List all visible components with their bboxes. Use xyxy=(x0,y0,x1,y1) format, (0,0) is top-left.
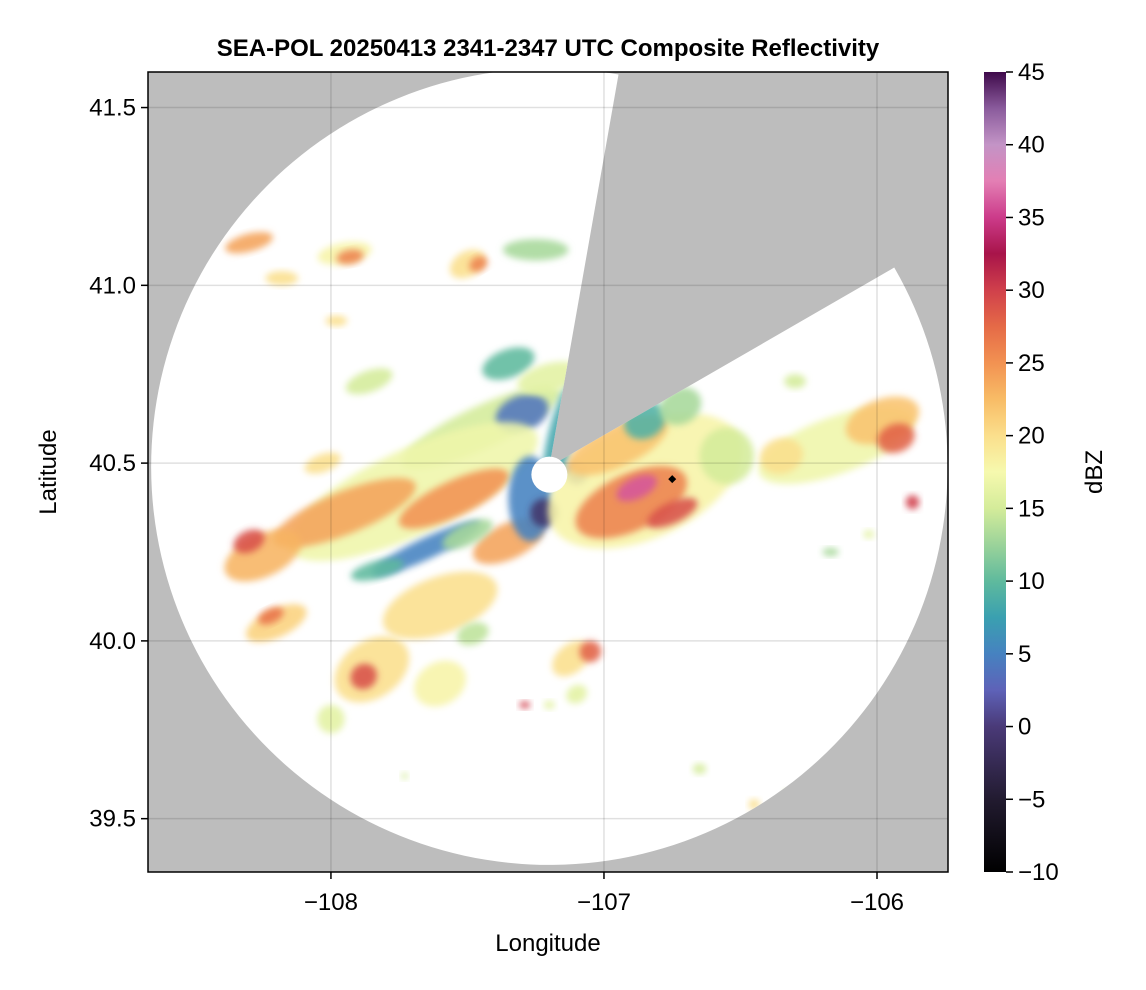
echo-cell xyxy=(543,700,555,710)
echo-cell xyxy=(759,437,804,475)
colorbar-tick-label: 35 xyxy=(1018,204,1045,231)
colorbar-label: dBZ xyxy=(1081,450,1108,494)
echo-cell xyxy=(382,571,498,640)
colorbar-tick-label: 30 xyxy=(1018,277,1045,304)
echo-cell xyxy=(692,763,707,775)
echo-cell xyxy=(414,660,467,707)
echo-cell xyxy=(863,529,875,539)
x-tick-label: −107 xyxy=(577,889,631,916)
y-tick-label: 40.5 xyxy=(89,450,136,477)
echo-cell xyxy=(336,249,364,265)
plot-area xyxy=(148,72,948,872)
y-tick-label: 39.5 xyxy=(89,806,136,833)
colorbar-tick-label: 45 xyxy=(1018,59,1045,86)
echo-cell xyxy=(905,495,920,510)
x-axis-label: Longitude xyxy=(495,930,600,957)
echo-cell xyxy=(225,231,273,254)
echo-cell xyxy=(699,427,755,485)
echo-cell xyxy=(325,315,348,327)
echo-cell xyxy=(566,684,588,704)
echo-cell xyxy=(233,529,265,554)
echo-cell xyxy=(519,701,531,709)
y-tick-label: 41.5 xyxy=(89,95,136,122)
echo-cell xyxy=(246,604,307,643)
echo-cell xyxy=(647,497,698,528)
y-tick-label: 40.0 xyxy=(89,628,136,655)
echo-cell xyxy=(579,640,602,663)
echo-cell xyxy=(273,478,416,548)
grid-lines xyxy=(148,72,948,872)
echo-cell xyxy=(304,452,341,474)
colorbar-tick-label: −10 xyxy=(1018,859,1059,886)
radar-center-gap xyxy=(531,456,568,493)
colorbar: −10 −5 0 5 10 15 20 25 30 35 40 45 dBZ xyxy=(984,59,1108,886)
colorbar-ticks: −10 −5 0 5 10 15 20 25 30 35 40 45 xyxy=(1006,59,1059,886)
plot-frame xyxy=(147,71,949,873)
echo-cell xyxy=(442,519,493,550)
echo-cell xyxy=(877,423,915,454)
echo-cell xyxy=(469,256,488,272)
y-axis-label: Latitude xyxy=(35,429,62,514)
colorbar-tick-label: 20 xyxy=(1018,423,1045,450)
x-axis: −108 −107 −106 xyxy=(304,872,904,916)
echo-cell xyxy=(398,468,509,529)
colorbar-tick-label: 15 xyxy=(1018,495,1045,522)
x-tick-label: −108 xyxy=(304,889,358,916)
echo-cell xyxy=(616,474,658,502)
echo-cell xyxy=(350,663,377,690)
echo-cell xyxy=(502,239,569,261)
x-tick-label: −106 xyxy=(850,889,904,916)
colorbar-tick-label: 10 xyxy=(1018,568,1045,595)
echo-cell xyxy=(265,271,299,286)
colorbar-scale xyxy=(984,72,1006,872)
colorbar-tick-label: 0 xyxy=(1018,714,1031,741)
echo-cell xyxy=(575,466,688,539)
echo-cell xyxy=(457,622,489,646)
echo-cell xyxy=(317,704,345,734)
reflectivity-echoes xyxy=(224,231,920,810)
colorbar-tick-label: −5 xyxy=(1018,786,1045,813)
y-tick-label: 41.0 xyxy=(89,272,136,299)
y-axis: 39.5 40.0 40.5 41.0 41.5 xyxy=(89,95,148,833)
site-marker xyxy=(668,475,677,484)
echo-cell xyxy=(401,772,408,780)
echo-cell xyxy=(258,607,284,625)
echo-cell xyxy=(482,347,535,380)
echo-cell xyxy=(345,368,393,395)
echo-cell xyxy=(822,547,839,557)
echo-cell xyxy=(784,374,807,389)
colorbar-tick-label: 5 xyxy=(1018,641,1031,668)
chart-title: SEA-POL 20250413 2341-2347 UTC Composite… xyxy=(217,35,880,62)
colorbar-tick-label: 40 xyxy=(1018,132,1045,159)
echo-cell xyxy=(350,558,404,581)
colorbar-tick-label: 25 xyxy=(1018,350,1045,377)
